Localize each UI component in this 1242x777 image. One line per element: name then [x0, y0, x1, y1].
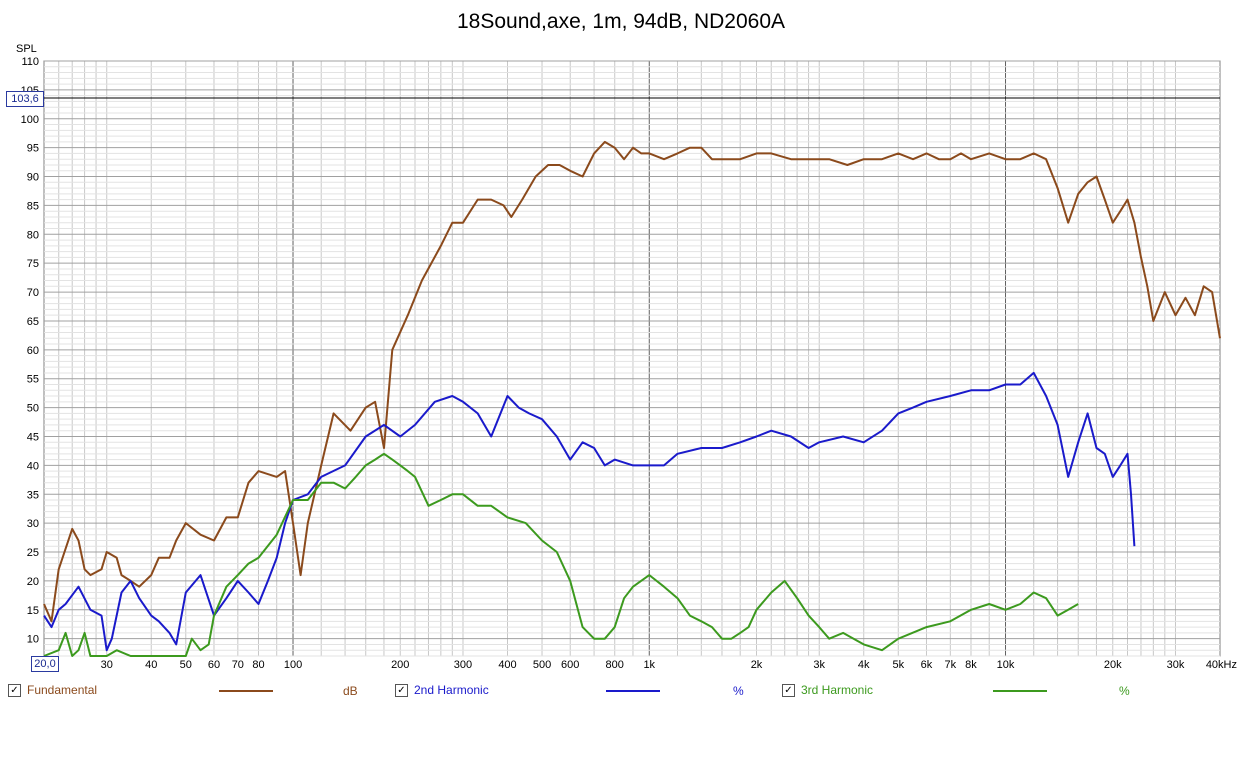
y-tick-label: 65: [27, 316, 39, 328]
legend-item-2nd-harmonic[interactable]: ✓ 2nd Harmonic: [395, 683, 489, 697]
legend-unit: %: [1119, 684, 1130, 698]
plot-curves: [43, 140, 1221, 657]
x-tick-label: 400: [498, 659, 516, 671]
plot-area: [43, 60, 1221, 657]
y-tick-label: 95: [27, 143, 39, 155]
2nd-harmonic-checkbox[interactable]: ✓: [395, 683, 408, 697]
y-tick-label: 110: [21, 56, 39, 68]
x-tick-label: 10k: [997, 659, 1015, 671]
y-tick-label: 80: [27, 229, 39, 241]
x-tick-label: 200: [391, 659, 409, 671]
x-tick-label: 30: [101, 659, 113, 671]
series-fundamental: [43, 140, 1221, 623]
x-tick-label: 40kHz: [1206, 659, 1237, 671]
x-tick-label: 30k: [1167, 659, 1185, 671]
y-tick-label: 35: [27, 489, 39, 501]
x-tick-label: 2k: [751, 659, 763, 671]
y-tick-label: 45: [27, 431, 39, 443]
legend-swatch-2nd-harmonic: [606, 690, 660, 692]
series-3rd-harmonic: [43, 452, 1079, 657]
x-tick-label: 6k: [921, 659, 933, 671]
series-2nd-harmonic: [43, 371, 1136, 652]
y-tick-label: 75: [27, 258, 39, 270]
legend-label: 3rd Harmonic: [801, 683, 874, 697]
chart-title: 18Sound,axe, 1m, 94dB, ND2060A: [456, 10, 786, 33]
y-tick-label: 70: [27, 287, 39, 299]
y-tick-label: 25: [27, 547, 39, 559]
x-tick-label: 8k: [965, 659, 977, 671]
y-axis-ticks: 10 15 20 25 30 35 40 45 50 55 60 65 70 75 80 85 90 95 100 1…: [21, 56, 39, 646]
legend-unit: dB: [343, 684, 358, 698]
y-tick-label: 60: [27, 345, 39, 357]
y-tick-label: 20: [27, 576, 39, 588]
x-tick-label: 600: [561, 659, 579, 671]
x-axis-ticks: 30 40 50 60 70 80 100 200 300 400 500 600 800 1k 2k 3k 4…: [101, 659, 1237, 671]
x-tick-label: 800: [606, 659, 624, 671]
x-tick-label: 40: [145, 659, 157, 671]
y-tick-label: 55: [27, 374, 39, 386]
x-tick-label: 70: [232, 659, 244, 671]
cursor-readout[interactable]: 103,6: [6, 91, 44, 107]
x-tick-label: 60: [208, 659, 220, 671]
3rd-harmonic-checkbox[interactable]: ✓: [782, 683, 795, 697]
x-tick-label: 7k: [945, 659, 957, 671]
y-tick-label: 15: [27, 605, 39, 617]
y-tick-label: 40: [27, 460, 39, 472]
x-start-readout[interactable]: 20,0: [31, 656, 59, 672]
x-tick-label: 1k: [643, 659, 655, 671]
y-axis-label: SPL: [16, 43, 37, 55]
x-tick-label: 300: [454, 659, 472, 671]
legend-label: 2nd Harmonic: [414, 683, 489, 697]
legend-unit: %: [733, 684, 744, 698]
y-tick-label: 30: [27, 518, 39, 530]
plot-grid: [43, 60, 1221, 657]
legend-swatch-fundamental: [219, 690, 273, 692]
y-tick-label: 85: [27, 200, 39, 212]
y-tick-label: 10: [27, 634, 39, 646]
y-tick-label: 90: [27, 172, 39, 184]
x-tick-label: 5k: [892, 659, 904, 671]
x-tick-label: 3k: [813, 659, 825, 671]
x-tick-label: 50: [180, 659, 192, 671]
x-tick-label: 100: [284, 659, 302, 671]
x-tick-label: 80: [252, 659, 264, 671]
x-tick-label: 500: [533, 659, 551, 671]
legend-label: Fundamental: [27, 683, 98, 697]
legend-item-fundamental[interactable]: ✓ Fundamental: [8, 683, 97, 697]
legend-item-3rd-harmonic[interactable]: ✓ 3rd Harmonic: [782, 683, 873, 697]
y-tick-label: 50: [27, 403, 39, 415]
y-tick-label: 100: [21, 114, 39, 126]
fundamental-checkbox[interactable]: ✓: [8, 683, 21, 697]
x-tick-label: 4k: [858, 659, 870, 671]
x-tick-label: 20k: [1104, 659, 1122, 671]
legend-swatch-3rd-harmonic: [993, 690, 1047, 692]
frequency-response-chart[interactable]: SPL 10 15 20 25 30 35 40 45 50 55 60 65 70 75 80 85 90 95…: [0, 0, 1242, 680]
